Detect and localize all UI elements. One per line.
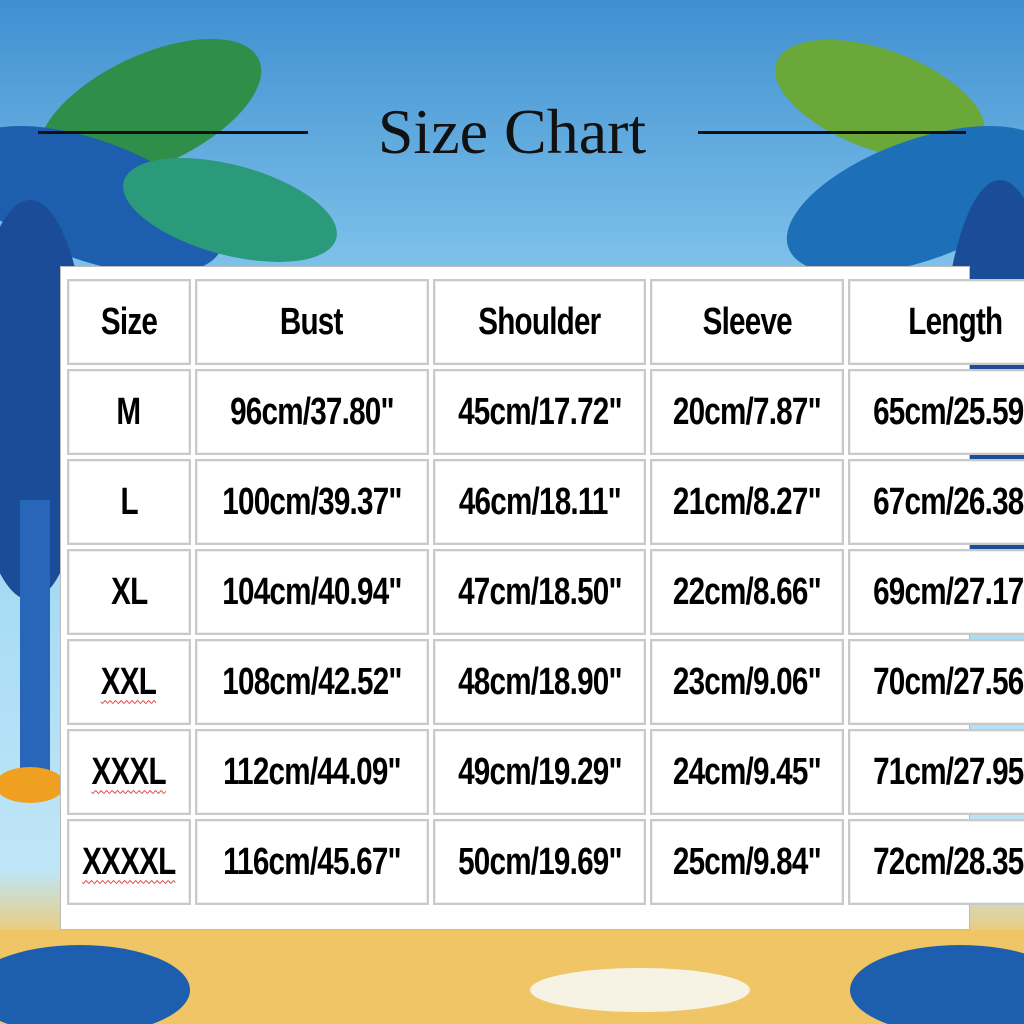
measurement-cell: 47cm/18.50" bbox=[432, 549, 647, 635]
size-cell: XL bbox=[67, 549, 191, 635]
measurement-cell: 22cm/8.66" bbox=[650, 549, 845, 635]
measurement-cell: 20cm/7.87" bbox=[650, 369, 845, 455]
measurement-cell: 100cm/39.37" bbox=[194, 459, 429, 545]
cell-value: XL bbox=[110, 570, 148, 613]
measurement-cell: 23cm/9.06" bbox=[650, 639, 845, 725]
cell-value: 100cm/39.37" bbox=[221, 480, 402, 523]
measurement-cell: 96cm/37.80" bbox=[194, 369, 429, 455]
measurement-cell: 116cm/45.67" bbox=[194, 819, 429, 905]
table-row: XXXL 112cm/44.09" 49cm/19.29" 24cm/9.45" 71c… bbox=[67, 729, 1024, 815]
cell-value: 108cm/42.52" bbox=[221, 660, 402, 703]
measurement-cell: 25cm/9.84" bbox=[650, 819, 845, 905]
measurement-cell: 46cm/18.11" bbox=[432, 459, 647, 545]
measurement-cell: 65cm/25.59" bbox=[848, 369, 1024, 455]
cell-value: 46cm/18.11" bbox=[458, 480, 622, 523]
cell-value: 47cm/18.50" bbox=[457, 570, 622, 613]
measurement-cell: 45cm/17.72" bbox=[432, 369, 647, 455]
size-cell: L bbox=[67, 459, 191, 545]
cell-value: 23cm/9.06" bbox=[673, 660, 822, 703]
cell-value: 112cm/44.09" bbox=[222, 750, 402, 793]
measurement-cell: 67cm/26.38" bbox=[848, 459, 1024, 545]
measurement-cell: 71cm/27.95" bbox=[848, 729, 1024, 815]
cell-value: 104cm/40.94" bbox=[221, 570, 402, 613]
cell-value: 72cm/28.35" bbox=[873, 840, 1024, 883]
cell-value: 70cm/27.56" bbox=[873, 660, 1024, 703]
header-sleeve: Sleeve bbox=[650, 279, 845, 365]
cell-value: 49cm/19.29" bbox=[457, 750, 622, 793]
cell-value: XXXXL bbox=[82, 840, 176, 883]
cell-value: 48cm/18.90" bbox=[457, 660, 622, 703]
header-label: Size bbox=[100, 300, 158, 343]
measurement-cell: 50cm/19.69" bbox=[432, 819, 647, 905]
cell-value: XXXL bbox=[91, 750, 167, 793]
cell-value: 45cm/17.72" bbox=[457, 390, 622, 433]
title-line-left bbox=[38, 131, 308, 134]
cell-value: 116cm/45.67" bbox=[222, 840, 402, 883]
table-header-row: Size Bust Shoulder Sleeve Length bbox=[67, 279, 1024, 365]
title-line-right bbox=[698, 131, 966, 134]
cell-value: 20cm/7.87" bbox=[673, 390, 822, 433]
measurement-cell: 104cm/40.94" bbox=[194, 549, 429, 635]
cell-value: 22cm/8.66" bbox=[673, 570, 822, 613]
table-row: M 96cm/37.80" 45cm/17.72" 20cm/7.87" 65cm/25… bbox=[67, 369, 1024, 455]
cell-value: 50cm/19.69" bbox=[457, 840, 622, 883]
header-length: Length bbox=[848, 279, 1024, 365]
page-title: Size Chart bbox=[377, 96, 647, 167]
measurement-cell: 48cm/18.90" bbox=[432, 639, 647, 725]
cell-value: 25cm/9.84" bbox=[673, 840, 822, 883]
measurement-cell: 24cm/9.45" bbox=[650, 729, 845, 815]
cell-value: L bbox=[120, 480, 138, 523]
cell-value: 67cm/26.38" bbox=[873, 480, 1024, 523]
cell-value: 65cm/25.59" bbox=[873, 390, 1024, 433]
header: Size Chart bbox=[0, 92, 1024, 172]
cell-value: 21cm/8.27" bbox=[673, 480, 822, 523]
table-row: XXXXL 116cm/45.67" 50cm/19.69" 25cm/9.84" 72… bbox=[67, 819, 1024, 905]
umbrella-icon bbox=[0, 767, 65, 803]
header-label: Bust bbox=[280, 300, 344, 343]
size-cell: XXXL bbox=[67, 729, 191, 815]
header-shoulder: Shoulder bbox=[432, 279, 647, 365]
measurement-cell: 21cm/8.27" bbox=[650, 459, 845, 545]
header-label: Sleeve bbox=[702, 300, 793, 343]
size-chart-panel: Size Bust Shoulder Sleeve Length M 96cm/3… bbox=[60, 266, 1024, 930]
size-table: Size Bust Shoulder Sleeve Length M 96cm/3… bbox=[63, 275, 1024, 909]
measurement-cell: 108cm/42.52" bbox=[194, 639, 429, 725]
size-cell: M bbox=[67, 369, 191, 455]
table-row: L 100cm/39.37" 46cm/18.11" 21cm/8.27" 67cm/2… bbox=[67, 459, 1024, 545]
measurement-cell: 49cm/19.29" bbox=[432, 729, 647, 815]
cell-value: 69cm/27.17" bbox=[873, 570, 1024, 613]
header-bust: Bust bbox=[194, 279, 429, 365]
cell-value: M bbox=[116, 390, 142, 433]
header-size: Size bbox=[67, 279, 191, 365]
table-row: XL 104cm/40.94" 47cm/18.50" 22cm/8.66" 69cm/… bbox=[67, 549, 1024, 635]
table-row: XXL 108cm/42.52" 48cm/18.90" 23cm/9.06" 70cm… bbox=[67, 639, 1024, 725]
measurement-cell: 72cm/28.35" bbox=[848, 819, 1024, 905]
header-label: Length bbox=[908, 300, 1003, 343]
header-label: Shoulder bbox=[478, 300, 601, 343]
measurement-cell: 112cm/44.09" bbox=[194, 729, 429, 815]
size-cell: XXL bbox=[67, 639, 191, 725]
measurement-cell: 69cm/27.17" bbox=[848, 549, 1024, 635]
cell-value: 24cm/9.45" bbox=[673, 750, 822, 793]
measurement-cell: 70cm/27.56" bbox=[848, 639, 1024, 725]
cell-value: 96cm/37.80" bbox=[229, 390, 394, 433]
cell-value: XXL bbox=[101, 660, 157, 703]
cell-value: 71cm/27.95" bbox=[873, 750, 1024, 793]
size-cell: XXXXL bbox=[67, 819, 191, 905]
